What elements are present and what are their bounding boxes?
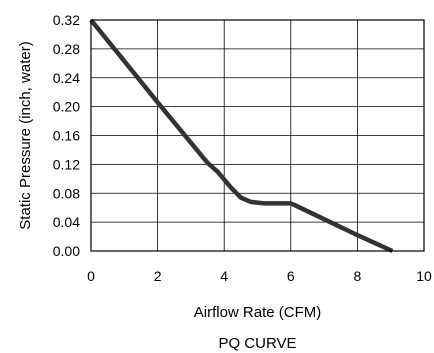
- x-tick-label: 0: [87, 268, 95, 284]
- x-tick-label: 4: [220, 268, 228, 284]
- x-axis-title: Airflow Rate (CFM): [194, 304, 322, 321]
- pq-curve-line: [89, 18, 394, 254]
- y-tick-label: 0.12: [53, 156, 80, 172]
- y-tick-label: 0.04: [53, 214, 80, 230]
- x-tick-label: 10: [416, 268, 432, 284]
- x-tick-label: 8: [354, 268, 362, 284]
- plot-frame: [90, 19, 425, 252]
- y-tick-label: 0.28: [53, 41, 80, 57]
- y-tick-label: 0.16: [53, 128, 80, 144]
- y-tick-label: 0.24: [53, 70, 80, 86]
- y-tick-label: 0.32: [53, 12, 80, 28]
- y-tick-label: 0.20: [53, 99, 80, 115]
- x-tick-label: 6: [287, 268, 295, 284]
- gridlines: [90, 19, 425, 252]
- series-layer: [89, 18, 394, 254]
- y-tick-label: 0.08: [53, 185, 80, 201]
- chart-title: PQ CURVE: [218, 335, 296, 352]
- y-axis-title: Static Pressure (inch, water): [17, 41, 34, 229]
- x-tick-labels: 0 2 4 6 8 10: [87, 268, 432, 284]
- y-tick-labels: 0.00 0.04 0.08 0.12 0.16 0.20 0.24 0.28 0.32: [53, 12, 80, 259]
- x-tick-label: 2: [154, 268, 162, 284]
- y-tick-label: 0.00: [53, 243, 80, 259]
